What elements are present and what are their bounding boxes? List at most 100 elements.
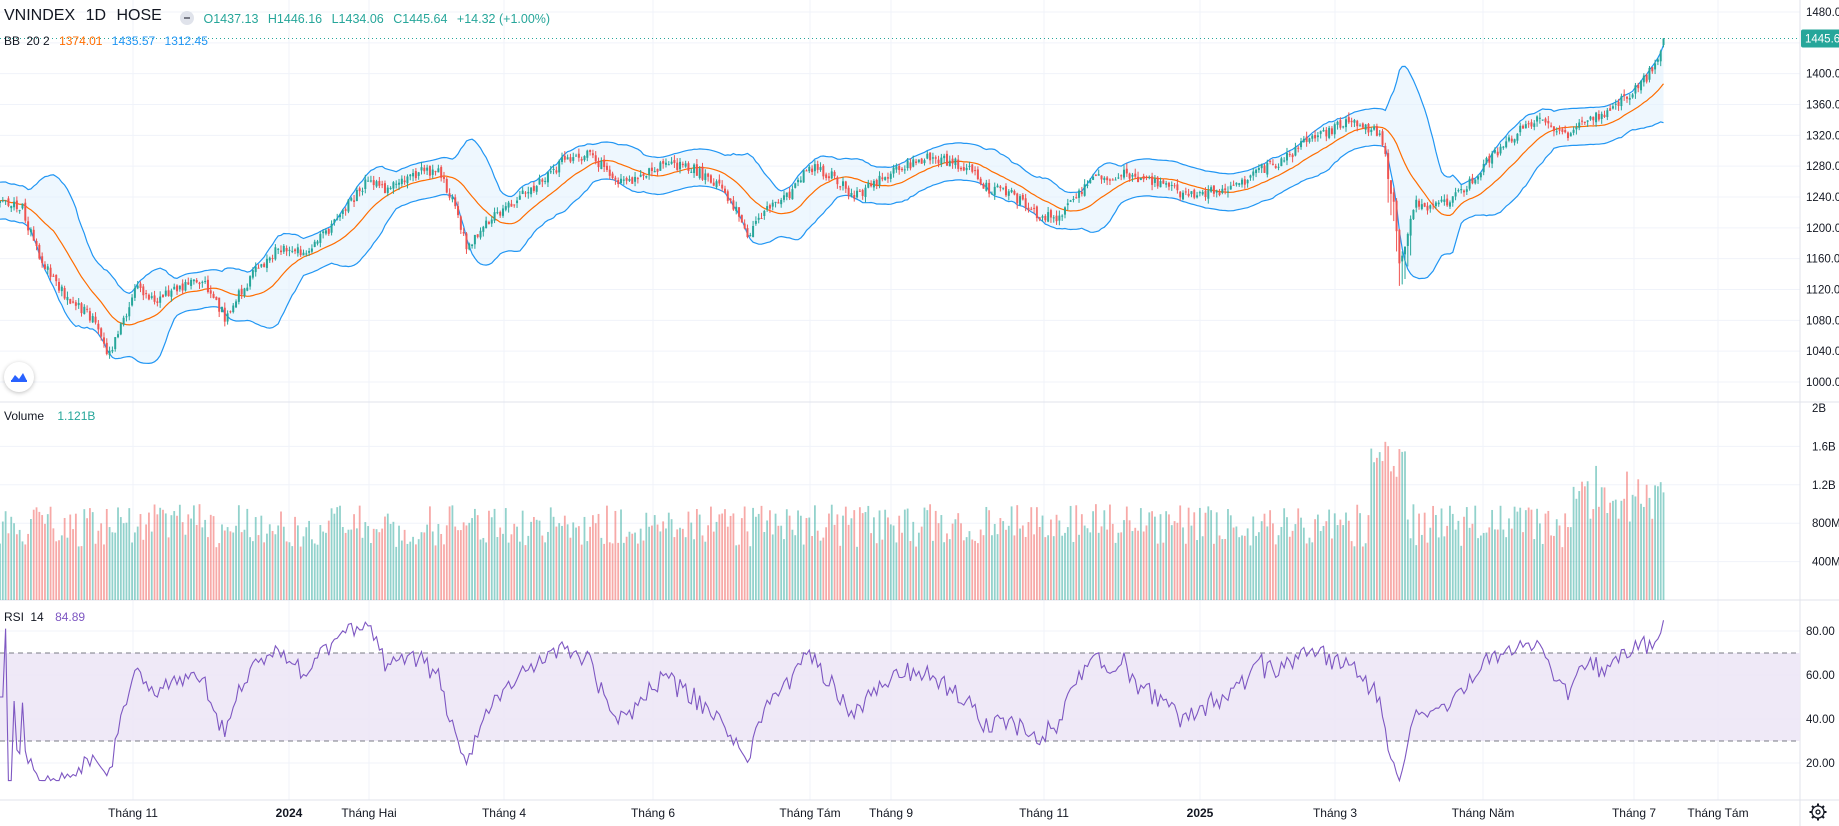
volume-bar bbox=[695, 509, 698, 600]
volume-bar bbox=[729, 515, 732, 600]
volume-bar bbox=[1196, 540, 1198, 600]
bb-upper-line bbox=[0, 44, 1665, 294]
time-axis-label: 2024 bbox=[276, 806, 303, 820]
candle bbox=[1252, 171, 1255, 176]
volume-bar bbox=[1457, 520, 1460, 600]
volume-bar bbox=[1131, 531, 1134, 600]
collapse-icon[interactable] bbox=[180, 10, 194, 25]
volume-bar bbox=[1376, 457, 1378, 600]
volume-bar bbox=[1662, 492, 1665, 600]
volume-bar bbox=[962, 540, 965, 600]
volume-bar bbox=[1277, 535, 1280, 600]
candle bbox=[1229, 185, 1232, 190]
volume-bar bbox=[1274, 544, 1277, 600]
volume-bar bbox=[575, 527, 577, 600]
volume-tick-label: 2B bbox=[1812, 403, 1826, 415]
volume-bar bbox=[1415, 545, 1418, 600]
volume-bar bbox=[173, 511, 176, 600]
time-axis-label: Tháng 6 bbox=[631, 806, 675, 820]
candle bbox=[1170, 184, 1173, 186]
candle bbox=[1274, 165, 1277, 168]
volume-bar bbox=[266, 533, 268, 600]
candle bbox=[237, 290, 240, 302]
volume-bar bbox=[1373, 462, 1375, 600]
candle bbox=[66, 296, 69, 301]
candle bbox=[249, 276, 252, 287]
candle bbox=[1538, 117, 1541, 119]
candle bbox=[858, 190, 861, 192]
candle bbox=[1631, 94, 1634, 98]
candle bbox=[504, 206, 507, 210]
volume-bar bbox=[347, 529, 350, 600]
rsi-tick-label: 80.00 bbox=[1806, 626, 1835, 638]
volume-bar bbox=[184, 534, 187, 600]
rsi-legend[interactable]: RSI 14 84.89 bbox=[4, 609, 91, 625]
volume-bar bbox=[499, 527, 502, 600]
candle bbox=[1007, 191, 1010, 196]
volume-bar bbox=[665, 528, 667, 600]
candle bbox=[788, 191, 791, 199]
candle bbox=[844, 181, 847, 189]
volume-bar bbox=[63, 517, 66, 600]
volume-bar bbox=[311, 539, 313, 600]
volume-bar bbox=[1083, 525, 1086, 600]
candle bbox=[367, 180, 370, 182]
volume-bar bbox=[1120, 532, 1123, 600]
volume-bar bbox=[1142, 531, 1145, 600]
candle bbox=[524, 192, 527, 194]
candle bbox=[69, 299, 72, 304]
volume-legend[interactable]: Volume 1.121B bbox=[4, 408, 101, 424]
candle bbox=[1, 200, 4, 202]
volume-bar bbox=[268, 524, 271, 600]
candle bbox=[1137, 176, 1140, 183]
volume-bar bbox=[760, 505, 763, 600]
volume-bar bbox=[856, 546, 858, 600]
bb-legend[interactable]: BB 20 2 1374.01 1435.57 1312.45 bbox=[4, 33, 214, 49]
volume-bar bbox=[1145, 525, 1148, 600]
volume-bar bbox=[1583, 486, 1586, 600]
candle bbox=[1550, 125, 1553, 127]
volume-bar bbox=[46, 514, 49, 600]
candle bbox=[1016, 193, 1019, 204]
candle bbox=[569, 157, 572, 162]
volume-bar bbox=[1378, 452, 1381, 600]
volume-bar bbox=[229, 531, 232, 600]
volume-bar bbox=[274, 534, 277, 600]
volume-bar bbox=[811, 536, 813, 600]
candle bbox=[496, 212, 499, 214]
volume-bar bbox=[1575, 498, 1578, 600]
candle bbox=[434, 171, 437, 173]
tradingview-logo[interactable] bbox=[4, 362, 34, 392]
volume-bar bbox=[1170, 525, 1173, 600]
volume-bar bbox=[622, 542, 625, 600]
volume-bar bbox=[1465, 507, 1468, 600]
volume-bar bbox=[639, 528, 642, 600]
volume-bar bbox=[887, 517, 889, 600]
candle bbox=[324, 230, 327, 234]
candle bbox=[589, 150, 592, 152]
candle bbox=[1215, 190, 1218, 193]
candle bbox=[726, 191, 729, 201]
settings-gear-icon[interactable] bbox=[1809, 803, 1827, 821]
candle bbox=[1269, 161, 1272, 163]
candle bbox=[1446, 198, 1449, 206]
candle bbox=[945, 153, 948, 166]
volume-bar bbox=[257, 535, 260, 600]
ohlc-low: L1434.06 bbox=[331, 12, 384, 26]
candle bbox=[836, 177, 839, 185]
volume-bar bbox=[473, 508, 476, 600]
volume-bar bbox=[726, 526, 729, 600]
candle bbox=[322, 231, 325, 234]
candle bbox=[797, 179, 800, 183]
candle bbox=[1002, 187, 1005, 189]
volume-bar bbox=[195, 524, 198, 600]
volume-bar bbox=[344, 532, 347, 600]
volume-bar bbox=[1156, 543, 1159, 600]
volume-bar bbox=[1440, 508, 1443, 600]
candle bbox=[1319, 131, 1322, 134]
candle bbox=[513, 204, 516, 206]
volume-bar bbox=[586, 541, 589, 600]
volume-bar bbox=[1139, 508, 1142, 600]
volume-bar bbox=[884, 509, 887, 600]
